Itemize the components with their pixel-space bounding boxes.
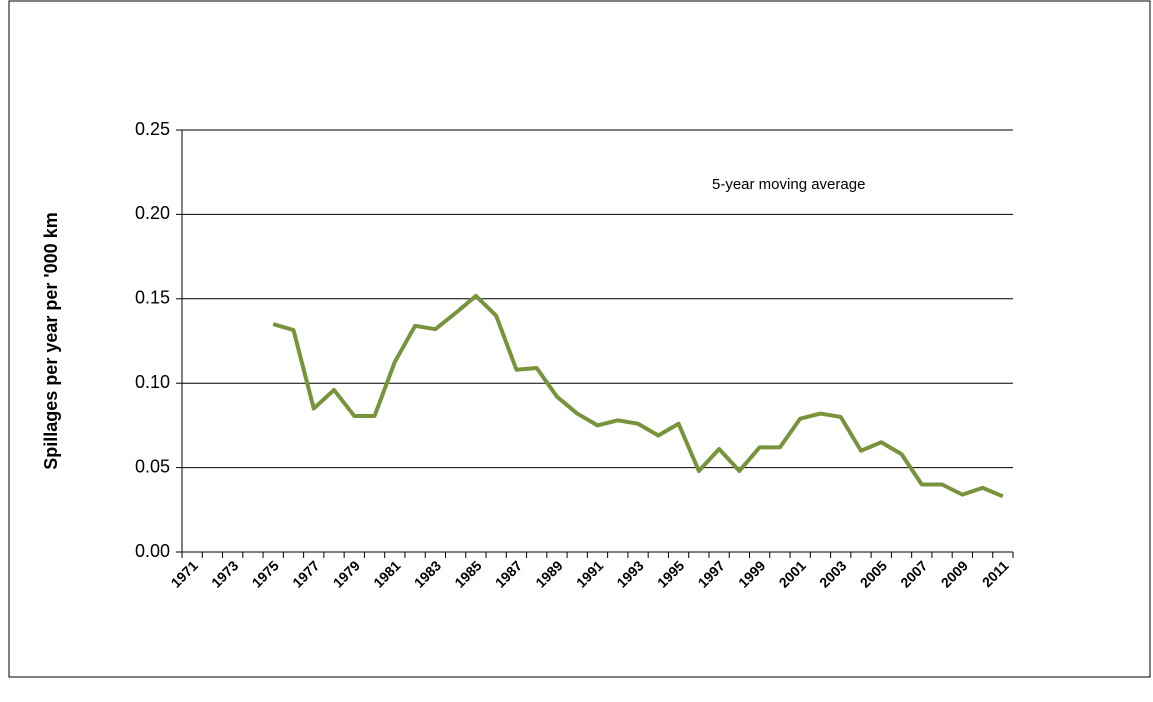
y-tick-label: 0.20	[135, 203, 170, 223]
y-tick-label: 0.25	[135, 119, 170, 139]
y-tick-label: 0.10	[135, 372, 170, 392]
y-tick-label: 0.15	[135, 288, 170, 308]
annotation: 5-year moving average	[712, 176, 865, 193]
data-line	[272, 293, 1004, 499]
y-axis-title: Spillages per year per '000 km	[41, 212, 61, 469]
y-tick-label: 0.00	[135, 541, 170, 561]
y-tick-label: 0.05	[135, 456, 170, 476]
chart-frame	[8, 0, 1151, 678]
